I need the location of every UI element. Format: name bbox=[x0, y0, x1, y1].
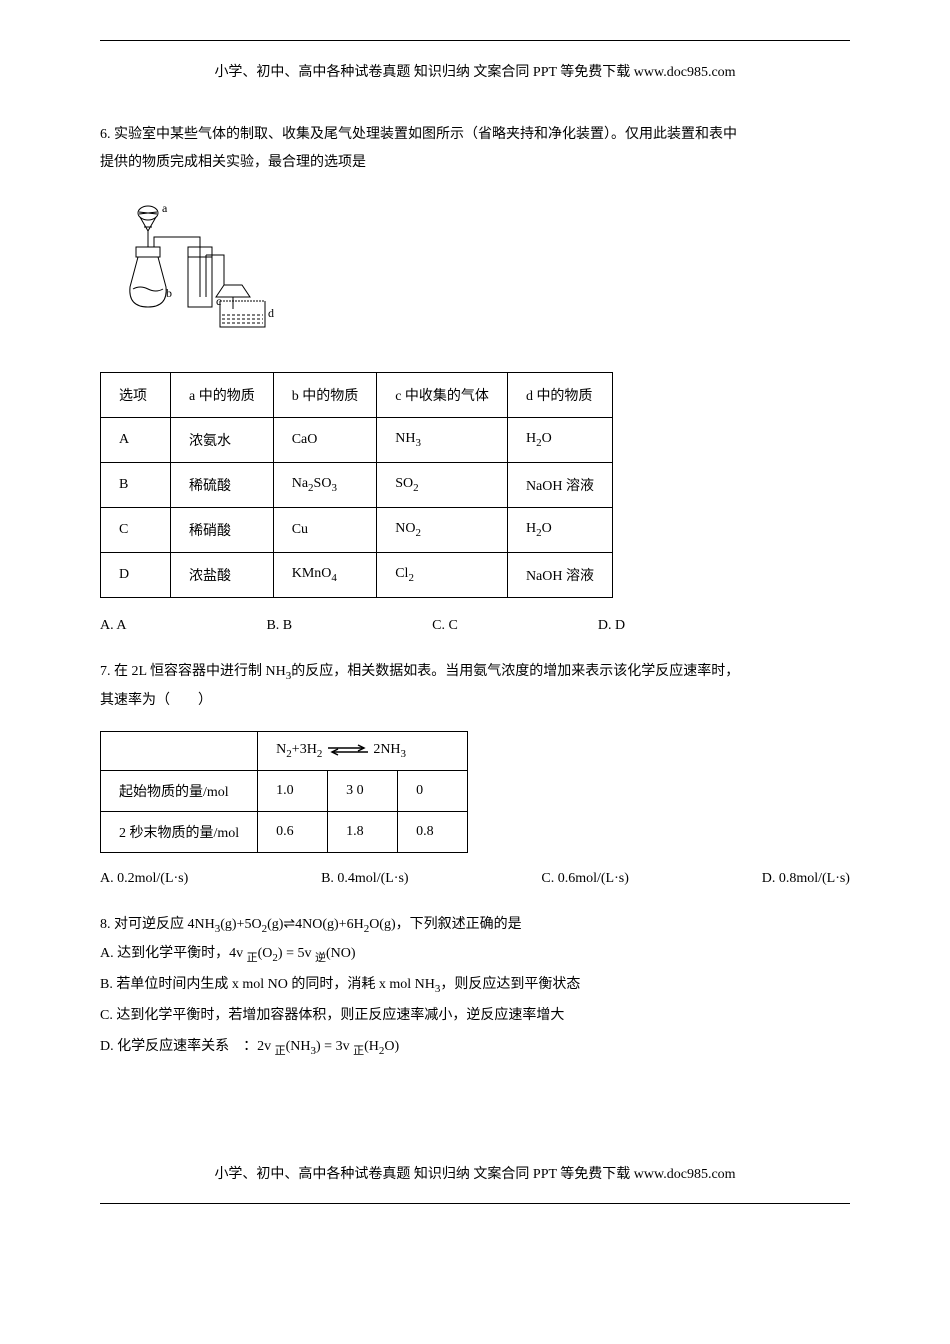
choice-c: C. 0.6mol/(L·s) bbox=[541, 871, 629, 887]
cell: 浓盐酸 bbox=[171, 553, 274, 598]
eq-prefix: N2+3H2 bbox=[276, 742, 322, 757]
label-d: d bbox=[268, 306, 274, 320]
cell: 1.0 bbox=[258, 770, 328, 811]
cell: 0 bbox=[398, 770, 468, 811]
cell: D bbox=[101, 553, 171, 598]
q6-th-4: d 中的物质 bbox=[507, 373, 612, 418]
choice-c: C. C bbox=[432, 618, 458, 634]
table-row: B 稀硫酸 Na2SO3 SO2 NaOH 溶液 bbox=[101, 463, 613, 508]
q6-th-0: 选项 bbox=[101, 373, 171, 418]
cell: H2O bbox=[507, 418, 612, 463]
q6-choices: A. A B. B C. C D. D bbox=[100, 618, 850, 634]
q7-choices: A. 0.2mol/(L·s) B. 0.4mol/(L·s) C. 0.6mo… bbox=[100, 871, 850, 887]
q8-stem: 8. 对可逆反应 4NH3(g)+5O2(g)⇌4NO(g)+6H2O(g)，下… bbox=[100, 911, 850, 940]
cell: SO2 bbox=[377, 463, 508, 508]
q6-text-l2: 提供的物质完成相关实验，最合理的选项是 bbox=[100, 149, 850, 177]
cell: Cl2 bbox=[377, 553, 508, 598]
bottom-rule bbox=[100, 1203, 850, 1204]
cell: 稀硝酸 bbox=[171, 508, 274, 553]
cell: 浓氨水 bbox=[171, 418, 274, 463]
cell: H2O bbox=[507, 508, 612, 553]
q8-opt-b: B. 若单位时间内生成 x mol NO 的同时，消耗 x mol NH3，则反… bbox=[100, 970, 850, 1001]
choice-a: A. A bbox=[100, 618, 126, 634]
choice-d: D. 0.8mol/(L·s) bbox=[762, 871, 850, 887]
cell: KMnO4 bbox=[273, 553, 377, 598]
cell: 3 0 bbox=[328, 770, 398, 811]
row-label: 2 秒末物质的量/mol bbox=[101, 811, 258, 852]
q6-apparatus-diagram: a b c bbox=[120, 197, 850, 352]
cell: NaOH 溶液 bbox=[507, 463, 612, 508]
table-row: 2 秒末物质的量/mol 0.6 1.8 0.8 bbox=[101, 811, 468, 852]
q6-th-3: c 中收集的气体 bbox=[377, 373, 508, 418]
q7-h-blank bbox=[101, 731, 258, 770]
cell: B bbox=[101, 463, 171, 508]
cell: NaOH 溶液 bbox=[507, 553, 612, 598]
choice-d: D. D bbox=[598, 618, 625, 634]
q6-th-2: b 中的物质 bbox=[273, 373, 377, 418]
q7-table: N2+3H2 2NH3 起始物质的量/mol 1.0 3 0 0 2 秒末物质的… bbox=[100, 731, 468, 853]
page-footer: 小学、初中、高中各种试卷真题 知识归纳 文案合同 PPT 等免费下载 www.d… bbox=[100, 1163, 850, 1183]
cell: C bbox=[101, 508, 171, 553]
cell: 稀硫酸 bbox=[171, 463, 274, 508]
cell: 1.8 bbox=[328, 811, 398, 852]
q6-table: 选项 a 中的物质 b 中的物质 c 中收集的气体 d 中的物质 A 浓氨水 C… bbox=[100, 372, 613, 598]
cell: CaO bbox=[273, 418, 377, 463]
choice-b: B. B bbox=[266, 618, 292, 634]
question-6: 6. 实验室中某些气体的制取、收集及尾气处理装置如图所示（省略夹持和净化装置）。… bbox=[100, 121, 850, 634]
q7-text-l1: 在 2L 恒容容器中进行制 NH3的反应，相关数据如表。当用氨气浓度的增加来表示… bbox=[114, 664, 739, 679]
label-b: b bbox=[166, 286, 172, 300]
cell: Cu bbox=[273, 508, 377, 553]
page-header: 小学、初中、高中各种试卷真题 知识归纳 文案合同 PPT 等免费下载 www.d… bbox=[100, 61, 850, 81]
q6-th-1: a 中的物质 bbox=[171, 373, 274, 418]
row-label: 起始物质的量/mol bbox=[101, 770, 258, 811]
q8-opt-c: C. 达到化学平衡时，若增加容器体积，则正反应速率减小，逆反应速率增大 bbox=[100, 1001, 850, 1032]
label-a: a bbox=[162, 201, 168, 215]
reversible-arrow-icon bbox=[326, 743, 370, 757]
q8-opt-d: D. 化学反应速率关系 ：2v 正(NH3) = 3v 正(H2O) bbox=[100, 1032, 850, 1063]
q8-text: 对可逆反应 4NH3(g)+5O2(g)⇌4NO(g)+6H2O(g)，下列叙述… bbox=[114, 917, 522, 932]
q6-text-l1: 实验室中某些气体的制取、收集及尾气处理装置如图所示（省略夹持和净化装置）。仅用此… bbox=[114, 127, 737, 142]
cell: 0.6 bbox=[258, 811, 328, 852]
q7-number: 7. bbox=[100, 664, 111, 679]
question-8: 8. 对可逆反应 4NH3(g)+5O2(g)⇌4NO(g)+6H2O(g)，下… bbox=[100, 911, 850, 1064]
table-header-row: N2+3H2 2NH3 bbox=[101, 731, 468, 770]
cell: NO2 bbox=[377, 508, 508, 553]
cell: NH3 bbox=[377, 418, 508, 463]
table-header-row: 选项 a 中的物质 b 中的物质 c 中收集的气体 d 中的物质 bbox=[101, 373, 613, 418]
table-row: 起始物质的量/mol 1.0 3 0 0 bbox=[101, 770, 468, 811]
cell: A bbox=[101, 418, 171, 463]
cell: 0.8 bbox=[398, 811, 468, 852]
table-row: A 浓氨水 CaO NH3 H2O bbox=[101, 418, 613, 463]
question-7: 7. 在 2L 恒容容器中进行制 NH3的反应，相关数据如表。当用氨气浓度的增加… bbox=[100, 658, 850, 887]
eq-suffix: 2NH3 bbox=[373, 742, 406, 757]
q7-stem: 7. 在 2L 恒容容器中进行制 NH3的反应，相关数据如表。当用氨气浓度的增加… bbox=[100, 658, 850, 687]
top-rule bbox=[100, 40, 850, 41]
q6-stem: 6. 实验室中某些气体的制取、收集及尾气处理装置如图所示（省略夹持和净化装置）。… bbox=[100, 121, 850, 149]
q7-text-l2: 其速率为（ ） bbox=[100, 687, 850, 715]
q7-equation-cell: N2+3H2 2NH3 bbox=[258, 731, 468, 770]
table-row: D 浓盐酸 KMnO4 Cl2 NaOH 溶液 bbox=[101, 553, 613, 598]
table-row: C 稀硝酸 Cu NO2 H2O bbox=[101, 508, 613, 553]
choice-a: A. 0.2mol/(L·s) bbox=[100, 871, 188, 887]
q8-number: 8. bbox=[100, 917, 111, 932]
choice-b: B. 0.4mol/(L·s) bbox=[321, 871, 409, 887]
cell: Na2SO3 bbox=[273, 463, 377, 508]
q8-opt-a: A. 达到化学平衡时，4v 正(O2) = 5v 逆(NO) bbox=[100, 939, 850, 970]
q6-number: 6. bbox=[100, 127, 111, 142]
